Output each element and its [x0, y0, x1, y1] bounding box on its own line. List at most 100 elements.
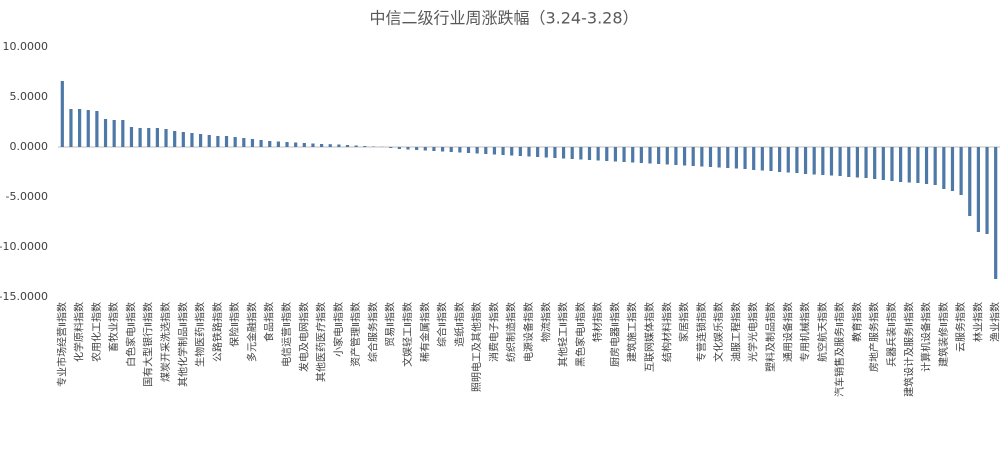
x-tick-label: 物流指数: [539, 302, 552, 342]
bar: [527, 147, 531, 157]
bar: [587, 147, 592, 160]
bar: [501, 147, 505, 155]
x-tick-label: 汽车销售及服务Ⅱ指数: [833, 302, 846, 397]
x-tick-label: 文化娱乐指数: [712, 302, 725, 362]
y-tick-label: 0.0000: [10, 140, 49, 153]
x-tick-label: 建筑设计及服务Ⅱ指数: [902, 302, 915, 397]
bar: [881, 147, 885, 180]
bar: [337, 144, 341, 147]
bar: [242, 138, 246, 147]
bar: [639, 147, 643, 163]
bar: [890, 147, 894, 181]
bar: [950, 147, 955, 191]
bar: [544, 147, 548, 158]
x-tick-label: 厨房电器Ⅱ指数: [608, 302, 621, 367]
bar: [328, 144, 332, 147]
bar: [518, 147, 522, 156]
bar: [959, 147, 963, 195]
bar: [743, 147, 747, 169]
bar: [164, 129, 168, 147]
bar: [708, 147, 713, 167]
x-tick-label: 互联网媒体指数: [643, 302, 656, 372]
x-tick-label: 通用设备指数: [781, 302, 794, 362]
bar: [60, 81, 64, 147]
x-tick-label: 白色家电Ⅱ指数: [124, 302, 137, 367]
bar: [190, 133, 194, 147]
bar: [216, 136, 220, 147]
x-tick-label: 化学原料指数: [73, 302, 86, 362]
bar: [752, 147, 756, 170]
bar: [69, 109, 73, 147]
x-tick-label: 建筑装修Ⅱ指数: [937, 302, 950, 367]
bar: [198, 134, 203, 147]
bar: [155, 128, 159, 147]
bar: [570, 147, 574, 159]
bar: [112, 120, 116, 147]
x-tick-label: 小家电Ⅱ指数: [332, 302, 345, 357]
bar: [311, 143, 315, 147]
x-tick-label: 计算机设备指数: [920, 302, 933, 372]
bar: [994, 147, 998, 279]
bar: [829, 147, 834, 176]
y-tick-label: 10.0000: [3, 40, 49, 53]
x-tick-label: 公路铁路指数: [211, 302, 224, 362]
bar: [769, 147, 773, 171]
bar: [553, 147, 557, 158]
x-tick-label: 专营连锁指数: [695, 302, 708, 362]
x-tick-label: 专用机械指数: [799, 302, 812, 362]
bar: [389, 147, 393, 148]
x-tick-label: 贸易Ⅱ指数: [384, 302, 397, 347]
bar: [821, 147, 825, 175]
x-tick-label: 专业市场经营Ⅱ指数: [55, 302, 68, 387]
x-tick-label: 云服务指数: [954, 302, 967, 352]
bar: [484, 147, 488, 154]
bar: [665, 147, 669, 165]
bar: [536, 147, 540, 157]
bar: [726, 147, 730, 168]
x-tick-label: 畜牧业指数: [107, 302, 120, 352]
x-tick-label: 造纸Ⅱ指数: [453, 302, 466, 347]
bar: [121, 120, 125, 147]
bar: [449, 147, 453, 152]
bar: [285, 142, 289, 147]
bar: [423, 147, 427, 151]
x-tick-label: 房地产服务指数: [868, 302, 881, 372]
x-tick-label: 照明电工及其他指数: [470, 302, 483, 392]
x-tick-label: 食品指数: [263, 302, 276, 342]
x-tick-label: 电源设备指数: [522, 302, 535, 362]
bar: [985, 147, 989, 234]
bar: [864, 147, 868, 178]
x-tick-label: 塑料及制品指数: [764, 302, 777, 372]
x-tick-label: 文娱轻工Ⅱ指数: [401, 302, 414, 367]
bar: [976, 147, 980, 232]
bar: [855, 147, 860, 178]
bar: [432, 147, 436, 151]
bar: [475, 147, 479, 154]
y-tick-label: -15.0000: [0, 290, 48, 303]
bar: [138, 128, 142, 147]
x-tick-label: 消费电子指数: [487, 302, 500, 362]
x-tick-label: 农用化工指数: [90, 302, 103, 362]
x-tick-label: 多元金融指数: [245, 302, 258, 362]
bar: [363, 146, 367, 147]
bar: [717, 147, 721, 168]
bar: [397, 147, 401, 149]
x-tick-label: 电信运营Ⅱ指数: [280, 302, 293, 367]
bar: [345, 145, 350, 147]
bar: [968, 147, 972, 216]
bar: [786, 147, 790, 173]
bar: [795, 147, 799, 173]
bar: [838, 147, 842, 176]
bar: [596, 147, 600, 161]
x-tick-label: 其他化学制品Ⅱ指数: [176, 302, 189, 387]
bar: [682, 147, 687, 166]
bar: [181, 132, 185, 147]
bar: [268, 141, 272, 147]
bar: [492, 147, 497, 155]
bar: [561, 147, 566, 159]
bar: [812, 147, 816, 175]
bar: [613, 147, 618, 162]
bar: [734, 147, 739, 169]
x-tick-label: 航空航天指数: [816, 302, 829, 362]
